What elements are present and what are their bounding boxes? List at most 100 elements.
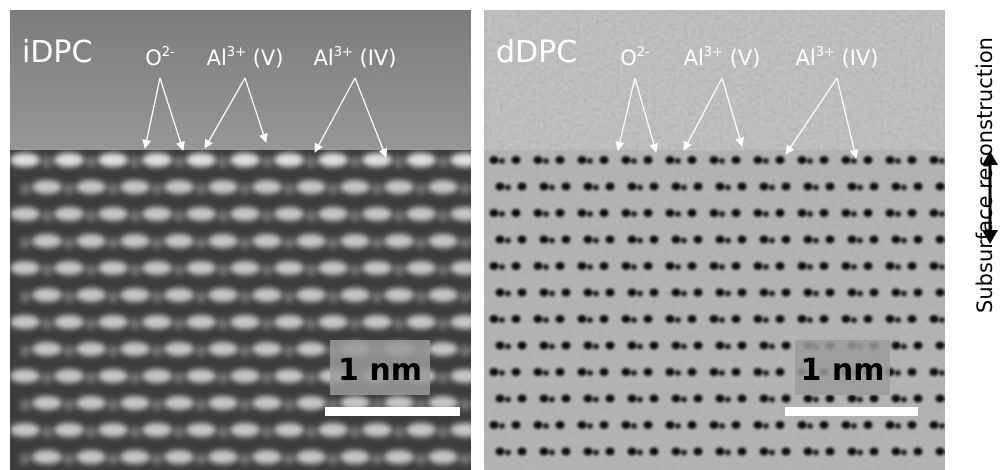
- atom: [870, 448, 879, 456]
- atom-minor: [587, 158, 593, 164]
- atom-minor: [587, 317, 593, 323]
- atom: [54, 315, 84, 329]
- atom-minor: [130, 156, 140, 168]
- atom-minor: [499, 158, 505, 164]
- atom: [694, 289, 703, 297]
- atom: [628, 342, 637, 350]
- atom: [490, 315, 499, 323]
- atom-minor: [719, 370, 725, 376]
- atom: [776, 209, 785, 217]
- atom-minor: [505, 344, 511, 350]
- atom-minor: [240, 183, 250, 195]
- atom-minor: [262, 210, 272, 222]
- atom-minor: [901, 238, 907, 244]
- atom: [340, 234, 370, 248]
- atom: [490, 262, 499, 270]
- atom-minor: [901, 185, 907, 191]
- atom: [362, 315, 392, 329]
- atom: [534, 156, 543, 164]
- atom-minor: [719, 158, 725, 164]
- atom: [738, 183, 747, 191]
- atom: [540, 289, 549, 297]
- atom: [848, 236, 857, 244]
- atom-minor: [549, 291, 555, 297]
- atom: [622, 421, 631, 429]
- atom: [534, 262, 543, 270]
- atom-minor: [939, 423, 945, 429]
- atom-minor: [895, 370, 901, 376]
- atom-minor: [130, 264, 140, 276]
- atom: [936, 448, 945, 456]
- atom: [562, 448, 571, 456]
- atom: [384, 234, 414, 248]
- atom-minor: [719, 264, 725, 270]
- atom: [688, 315, 697, 323]
- atom-minor: [196, 453, 206, 465]
- atom: [252, 234, 282, 248]
- atom-minor: [939, 211, 945, 217]
- atom-minor: [372, 453, 382, 465]
- atom: [164, 396, 194, 410]
- atom-minor: [306, 156, 316, 168]
- atom: [798, 156, 807, 164]
- atom: [54, 207, 84, 221]
- atom: [826, 395, 835, 403]
- atom: [688, 368, 697, 376]
- atom-minor: [438, 318, 448, 330]
- atom: [870, 289, 879, 297]
- atom-minor: [394, 156, 404, 168]
- atom-minor: [807, 264, 813, 270]
- atom: [428, 450, 458, 464]
- atom: [10, 153, 40, 167]
- atom: [362, 207, 392, 221]
- atom: [848, 395, 857, 403]
- atom: [76, 450, 106, 464]
- atom-minor: [769, 238, 775, 244]
- atom-minor: [20, 291, 30, 303]
- atom-minor: [460, 345, 470, 357]
- atom-minor: [505, 185, 511, 191]
- atom: [622, 368, 631, 376]
- atom: [584, 448, 593, 456]
- atom: [600, 368, 609, 376]
- atom: [672, 342, 681, 350]
- atom-minor: [174, 426, 184, 438]
- atom: [622, 262, 631, 270]
- atom-minor: [64, 345, 74, 357]
- atom: [914, 448, 923, 456]
- atom: [230, 315, 260, 329]
- atom: [930, 156, 939, 164]
- atom-minor: [196, 345, 206, 357]
- atom: [644, 262, 653, 270]
- atom-minor: [813, 291, 819, 297]
- atom: [584, 395, 593, 403]
- atom-minor: [460, 399, 470, 411]
- panel-idpc: [10, 10, 546, 470]
- atom: [628, 448, 637, 456]
- atom-minor: [64, 453, 74, 465]
- atom-minor: [218, 318, 228, 330]
- atom: [776, 262, 785, 270]
- atom: [754, 262, 763, 270]
- atom: [584, 289, 593, 297]
- atom: [164, 180, 194, 194]
- scale-bar: [785, 407, 918, 416]
- atom-minor: [20, 345, 30, 357]
- atom-minor: [939, 370, 945, 376]
- atom: [54, 423, 84, 437]
- atom-minor: [675, 423, 681, 429]
- atom: [650, 236, 659, 244]
- atom: [666, 421, 675, 429]
- atom: [732, 315, 741, 323]
- atom: [556, 209, 565, 217]
- atom: [820, 262, 829, 270]
- atom-minor: [769, 450, 775, 456]
- atom: [842, 156, 851, 164]
- atom: [628, 183, 637, 191]
- atom: [518, 448, 527, 456]
- atom: [930, 421, 939, 429]
- atom-minor: [813, 397, 819, 403]
- atom-minor: [807, 317, 813, 323]
- atom: [710, 156, 719, 164]
- atom-minor: [769, 291, 775, 297]
